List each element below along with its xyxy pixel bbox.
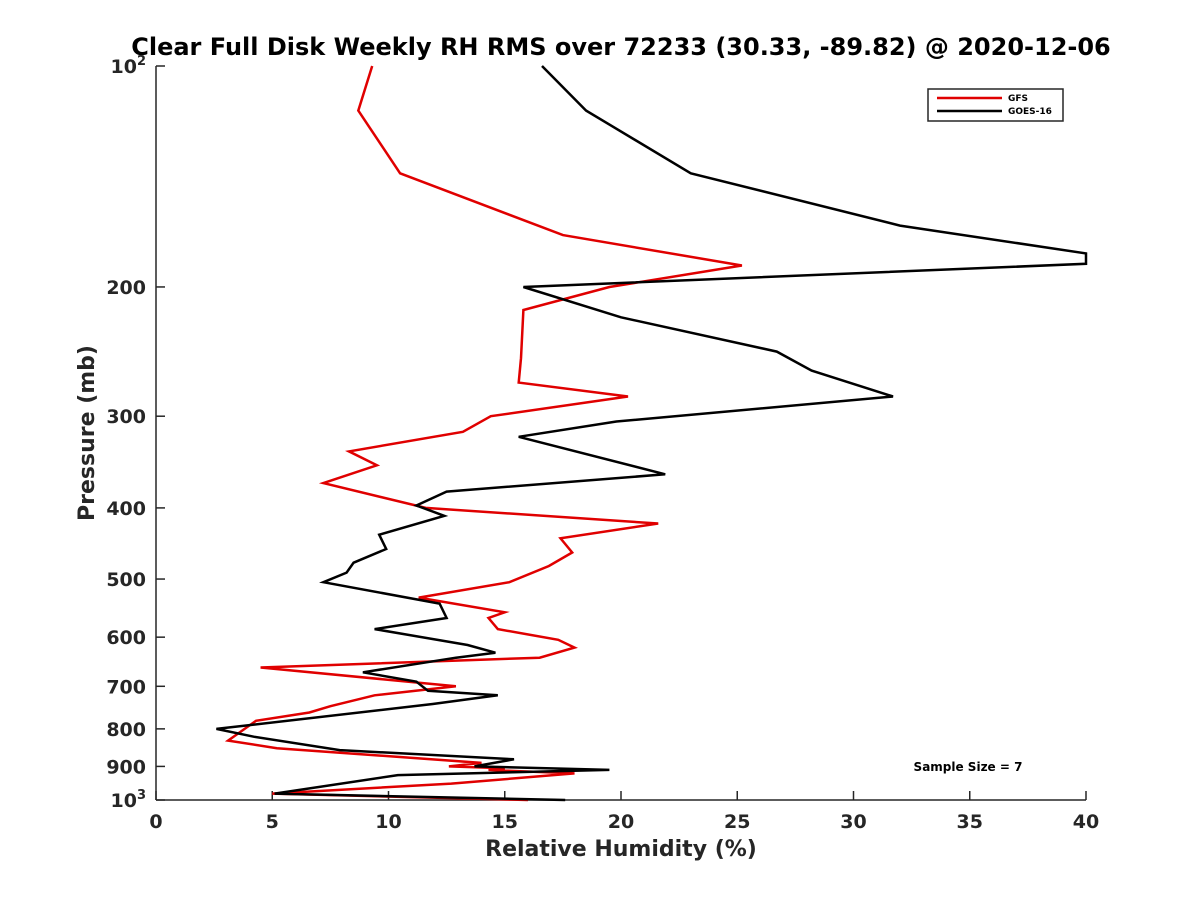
x-tick-label: 40 (1073, 811, 1099, 833)
plot-area: 0 5 10 15 20 25 30 35 40 102 200 300 400 500 600 700 80… (106, 54, 1099, 833)
y-tick-label: 500 (106, 569, 146, 591)
x-tick-label: 30 (840, 811, 866, 833)
x-axis-label: Relative Humidity (%) (485, 837, 757, 862)
legend-box (927, 88, 1064, 122)
x-tick-label: 5 (266, 811, 279, 833)
y-tick-label: 900 (106, 756, 146, 778)
y-tick-label: 103 (111, 788, 147, 812)
x-tick-label: 20 (608, 811, 634, 833)
x-ticks: 0 5 10 15 20 25 30 35 40 (149, 791, 1099, 833)
y-tick-label: 600 (106, 627, 146, 649)
x-tick-label: 10 (375, 811, 401, 833)
legend-label-gfs: GFS (1008, 94, 1028, 104)
series-lines (216, 65, 1088, 802)
x-tick-label: 15 (492, 811, 518, 833)
y-tick-label: 800 (106, 719, 146, 741)
y-tick-label: 300 (106, 406, 146, 428)
series-line-gfs (224, 65, 743, 802)
x-tick-label: 25 (724, 811, 750, 833)
chart-title: Clear Full Disk Weekly RH RMS over 72233… (131, 33, 1111, 61)
y-tick-label: 700 (106, 676, 146, 698)
sample-size-annotation: Sample Size = 7 (914, 760, 1023, 774)
y-tick-label: 200 (106, 277, 146, 299)
x-tick-label: 35 (957, 811, 983, 833)
y-axis-label: Pressure (mb) (75, 345, 100, 521)
y-tick-label: 102 (111, 54, 147, 78)
legend-label-goes16: GOES-16 (1008, 107, 1052, 117)
x-tick-label: 0 (149, 811, 162, 833)
y-ticks: 102 200 300 400 500 600 700 800 900 103 (106, 54, 165, 812)
series-line-goes16 (216, 65, 1088, 802)
y-tick-label: 400 (106, 498, 146, 520)
legend: GFS GOES-16 (927, 88, 1064, 122)
